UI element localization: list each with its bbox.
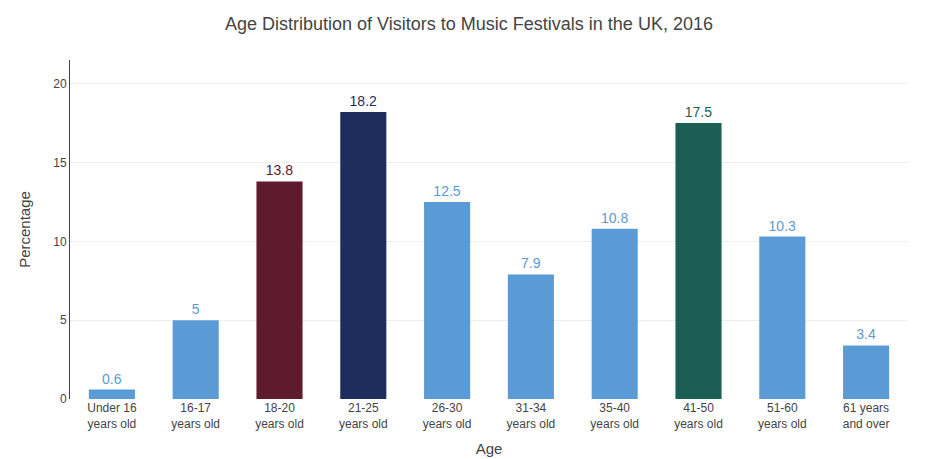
svg-text:51-60years old: 51-60years old [758,401,807,431]
svg-text:21-25years old: 21-25years old [339,401,388,431]
svg-text:0.6: 0.6 [102,371,122,387]
svg-text:18-20years old: 18-20years old [255,401,304,431]
svg-text:10.3: 10.3 [769,218,796,234]
svg-text:20: 20 [53,77,67,91]
svg-text:13.8: 13.8 [266,162,293,178]
svg-text:61 yearsand over: 61 yearsand over [843,401,890,431]
svg-text:Percentage: Percentage [16,191,33,268]
svg-text:5: 5 [192,301,200,317]
svg-text:Age Distribution of Visitors t: Age Distribution of Visitors to Music Fe… [225,14,713,34]
svg-text:12.5: 12.5 [433,183,460,199]
svg-text:5: 5 [60,313,67,327]
svg-text:3.4: 3.4 [856,326,876,342]
svg-text:Under 16years old: Under 16years old [87,401,137,431]
svg-text:15: 15 [53,156,67,170]
svg-text:Age: Age [476,440,503,457]
svg-text:35-40years old: 35-40years old [590,401,639,431]
svg-text:10.8: 10.8 [601,210,628,226]
svg-text:10: 10 [53,235,67,249]
svg-text:17.5: 17.5 [685,104,712,120]
svg-text:31-34years old: 31-34years old [507,401,556,431]
svg-text:7.9: 7.9 [521,255,541,271]
svg-text:26-30years old: 26-30years old [423,401,472,431]
svg-text:0: 0 [60,392,67,406]
svg-text:16-17years old: 16-17years old [171,401,220,431]
svg-text:18.2: 18.2 [350,93,377,109]
svg-text:41-50years old: 41-50years old [674,401,723,431]
